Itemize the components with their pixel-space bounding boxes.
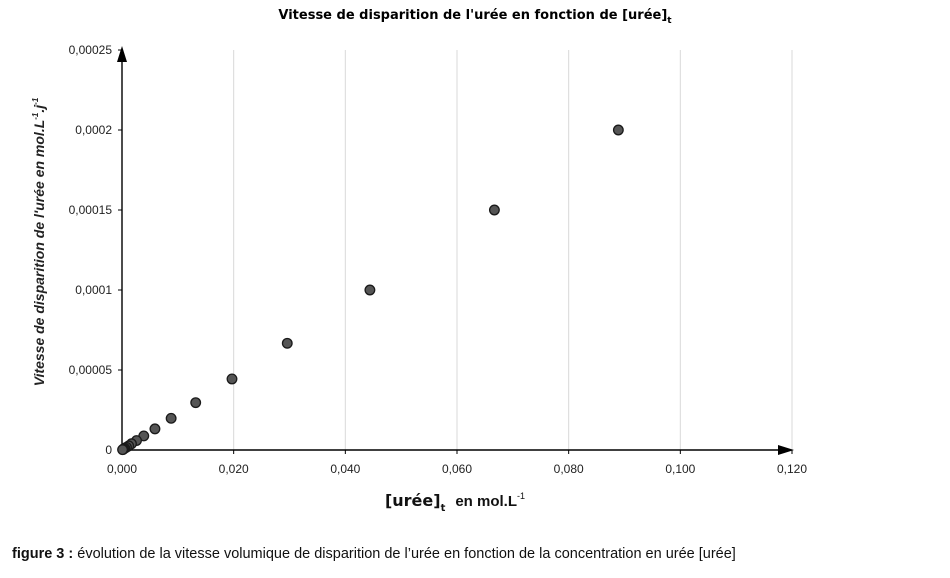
x-tick-label: 0,080 <box>554 462 584 476</box>
axes <box>117 46 794 455</box>
y-tick-label: 0,00005 <box>69 363 113 377</box>
x-tick-labels: 0,000 0,020 0,040 0,060 0,080 0,100 0,120 <box>107 462 807 476</box>
data-point <box>190 397 202 409</box>
data-points <box>117 124 624 456</box>
x-tick-label: 0,020 <box>219 462 249 476</box>
y-axis-arrow <box>117 46 127 62</box>
x-tick-label: 0,100 <box>665 462 695 476</box>
y-tick-labels: 0 0,00005 0,0001 0,00015 0,0002 0,00025 <box>69 43 113 457</box>
x-axis-arrow <box>778 445 794 455</box>
data-point <box>165 412 177 424</box>
x-axis-label-unit-sup: -1 <box>517 491 525 501</box>
chart-title-subscript: t <box>667 16 672 26</box>
chart-title: Vitesse de disparition de l'urée en fonc… <box>278 8 672 26</box>
x-tick-label: 0,000 <box>107 462 137 476</box>
x-axis-label: [urée]t en mol.L-1 <box>385 491 525 514</box>
y-axis-label-sup2: -1 <box>31 97 40 105</box>
gridlines <box>233 50 793 450</box>
x-axis-label-subscript: t <box>441 503 446 514</box>
y-axis-label: Vitesse de disparition de l'urée en mol.… <box>31 97 47 386</box>
data-point <box>364 284 376 296</box>
y-tick-label: 0,0002 <box>75 123 112 137</box>
caption-text: évolution de la vitesse volumique de dis… <box>73 546 736 562</box>
y-tick-label: 0,00025 <box>69 43 113 57</box>
x-axis-label-unit: en mol.L <box>455 493 517 510</box>
caption-lead: figure 3 : <box>12 546 74 562</box>
y-tick-label: 0,00015 <box>69 203 113 217</box>
scatter-chart: Vitesse de disparition de l'urée en fonc… <box>31 8 807 514</box>
y-axis-label-main: Vitesse de disparition de l'urée en mol.… <box>31 120 47 387</box>
y-tick-label: 0 <box>105 443 112 457</box>
data-point <box>149 423 161 435</box>
data-point <box>117 444 129 456</box>
chart-title-main: Vitesse de disparition de l'urée en fonc… <box>278 8 667 23</box>
data-point <box>612 124 624 136</box>
data-point <box>281 337 293 349</box>
figure-caption: figure 3 : évolution de la vitesse volum… <box>12 545 948 578</box>
y-tick-label: 0,0001 <box>75 283 112 297</box>
x-tick-label: 0,040 <box>330 462 360 476</box>
x-axis-label-main: [urée] <box>385 491 441 510</box>
data-point <box>488 204 500 216</box>
y-axis-label-mid: .j <box>31 104 47 113</box>
data-point <box>226 373 238 385</box>
y-axis-label-sup1: -1 <box>31 112 40 120</box>
x-tick-label: 0,120 <box>777 462 807 476</box>
x-tick-label: 0,060 <box>442 462 472 476</box>
